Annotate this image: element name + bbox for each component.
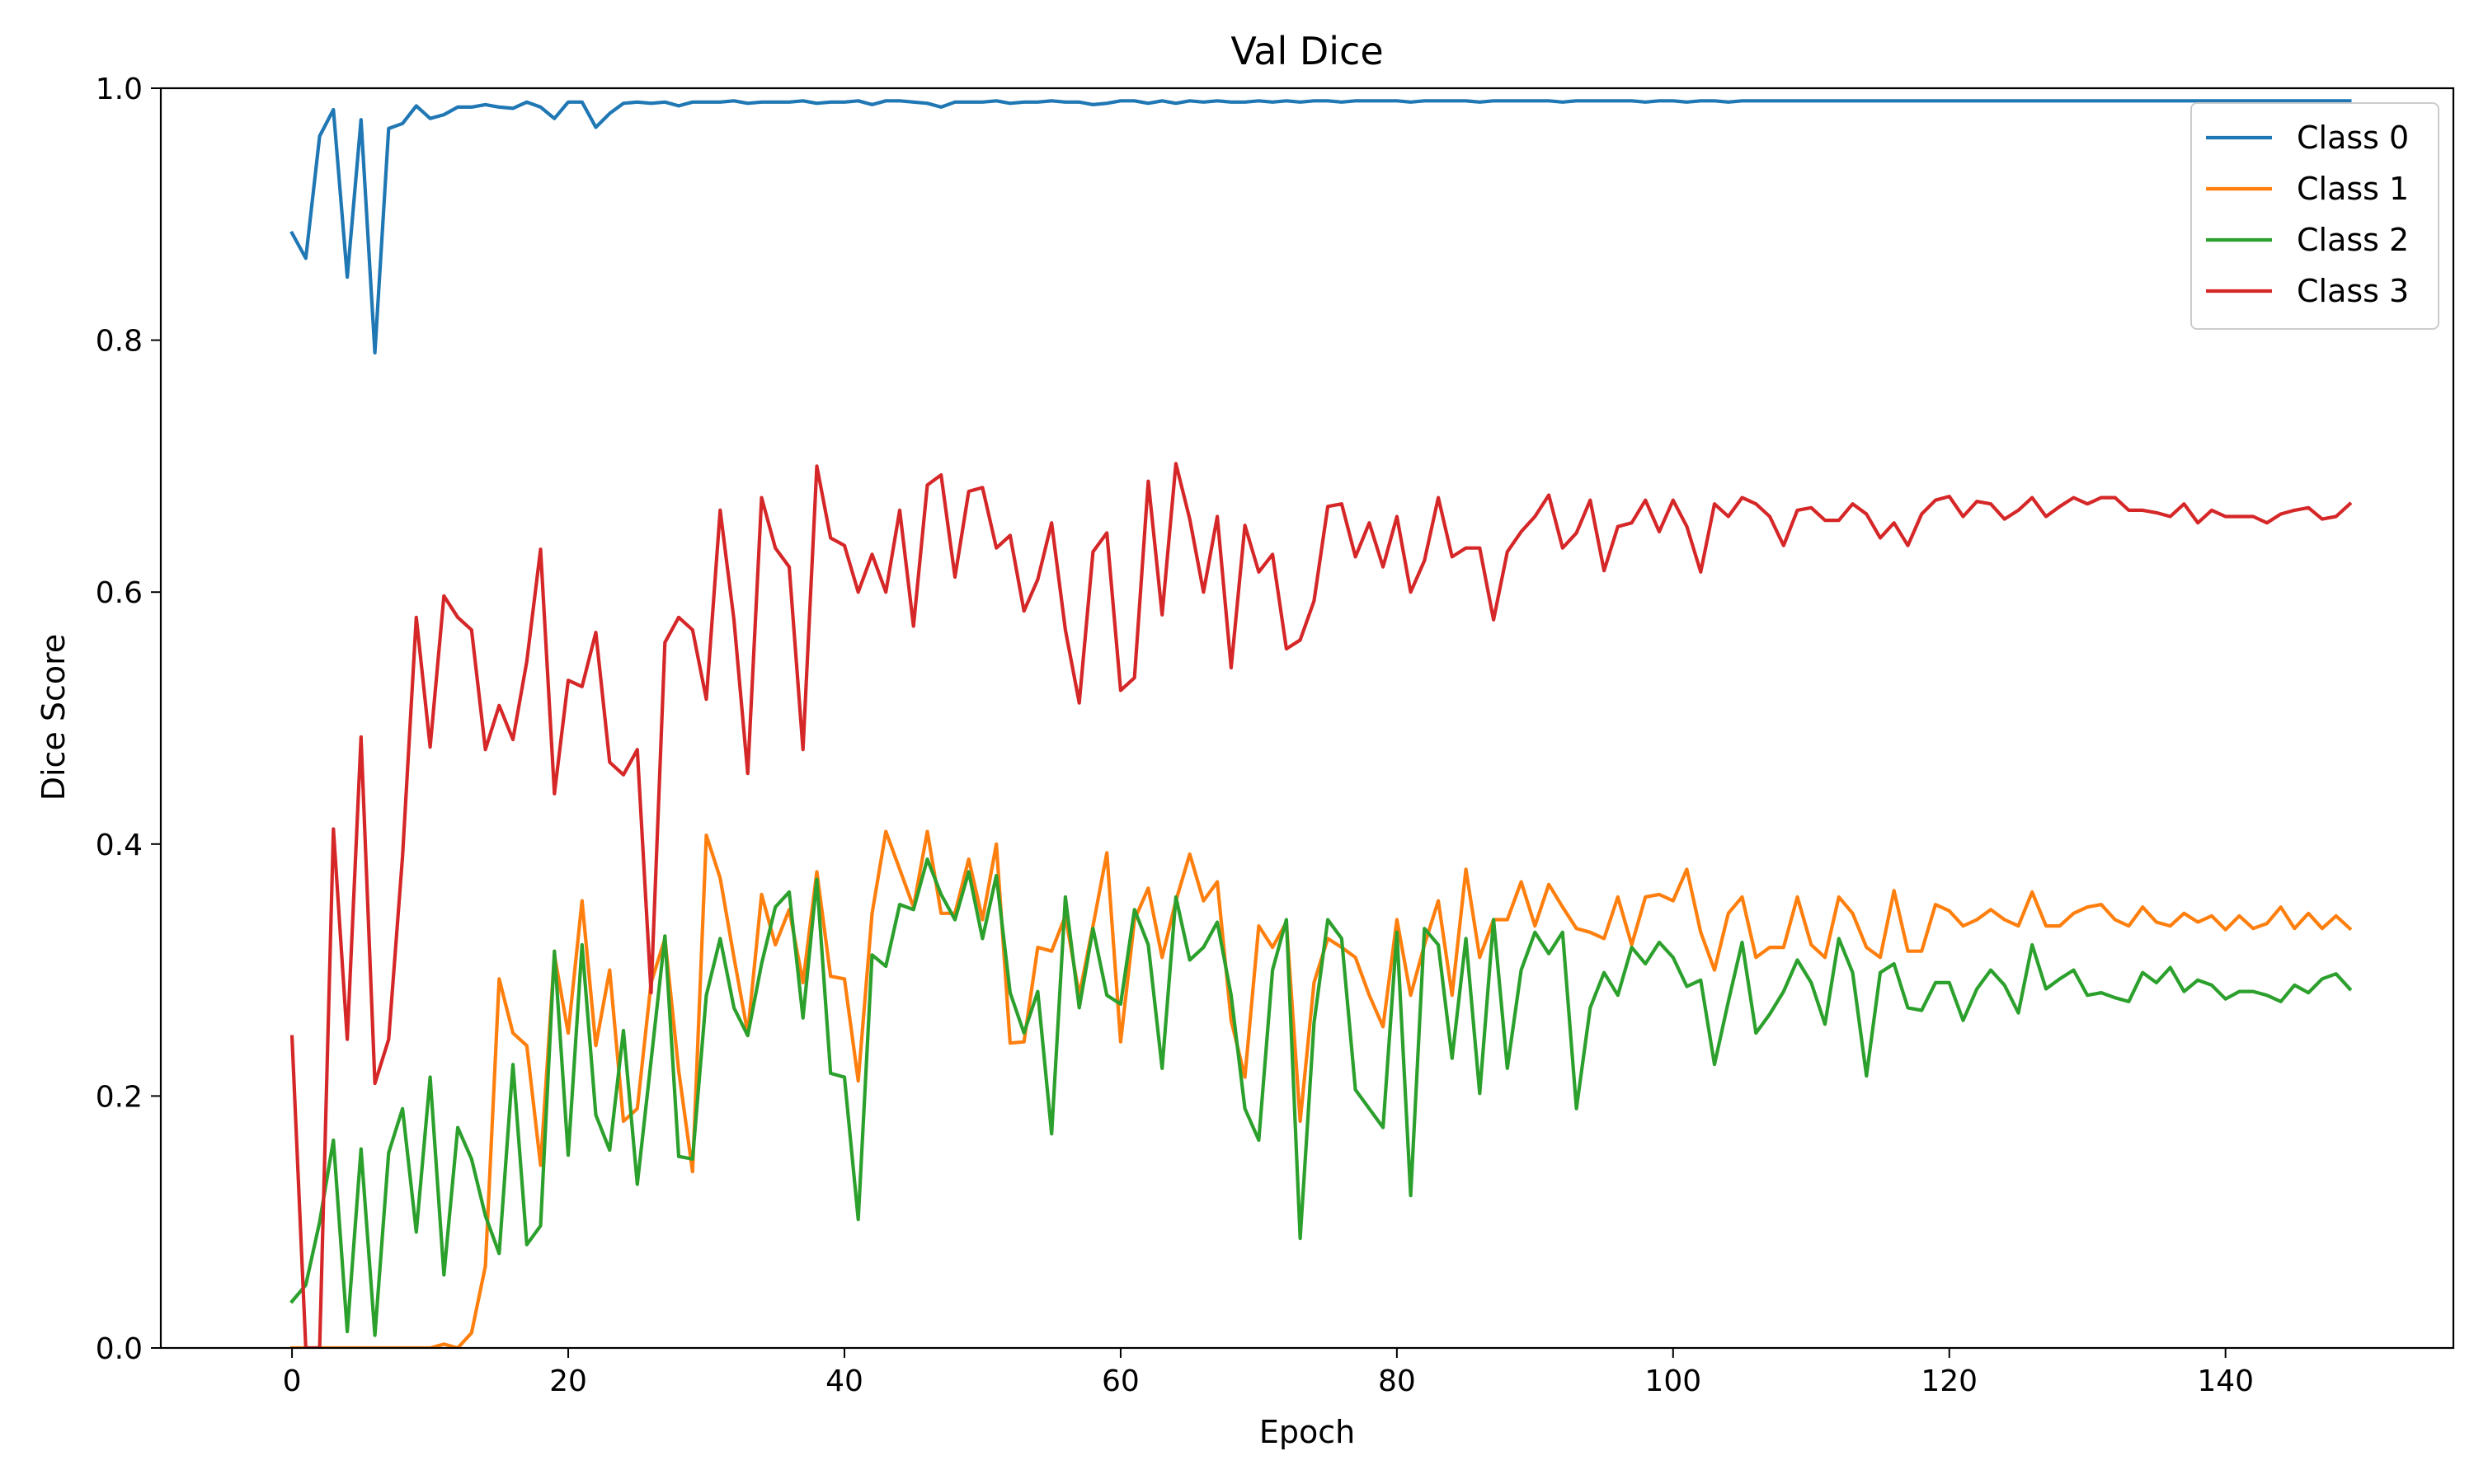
y-tick-label: 0.4 — [96, 829, 143, 862]
legend-label: Class 3 — [2297, 273, 2409, 309]
x-tick-label: 120 — [1921, 1364, 1978, 1398]
plot-frame — [159, 87, 2455, 1350]
x-tick-label: 0 — [283, 1364, 302, 1398]
x-tick-label: 40 — [825, 1364, 863, 1398]
legend-label: Class 2 — [2297, 222, 2409, 258]
x-tick-label: 140 — [2197, 1364, 2254, 1398]
x-tick-label: 60 — [1102, 1364, 1140, 1398]
x-axis: 0 20 40 60 80 100 120 140 — [283, 1348, 2254, 1398]
y-axis: 0.0 0.2 0.4 0.6 0.8 1.0 — [96, 73, 161, 1366]
x-tick-label: 80 — [1378, 1364, 1416, 1398]
legend-label: Class 0 — [2297, 120, 2409, 156]
y-tick-label: 0.6 — [96, 576, 143, 610]
legend: Class 0 Class 1 Class 2 Class 3 — [2190, 102, 2439, 330]
x-tick-label: 20 — [549, 1364, 587, 1398]
y-tick-label: 0.2 — [96, 1080, 143, 1114]
legend-box — [2190, 102, 2439, 330]
x-tick-label: 100 — [1644, 1364, 1701, 1398]
x-axis-label: Epoch — [1259, 1414, 1355, 1450]
series-line-class-2 — [289, 857, 2353, 1337]
chart-title: Val Dice — [1230, 29, 1383, 73]
series-line-class-0 — [289, 99, 2352, 355]
series-layer — [289, 99, 2353, 1348]
y-tick-label: 0.8 — [96, 325, 143, 359]
y-axis-label: Dice Score — [35, 634, 72, 801]
legend-label: Class 1 — [2297, 171, 2409, 207]
series-line-class-3 — [289, 462, 2353, 1348]
y-tick-label: 0.0 — [96, 1332, 143, 1366]
y-tick-label: 1.0 — [96, 73, 143, 106]
